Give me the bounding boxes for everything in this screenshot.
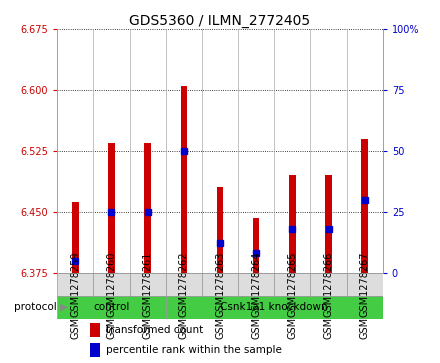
Text: GSM1278267: GSM1278267 (360, 252, 370, 317)
Text: GSM1278263: GSM1278263 (215, 274, 225, 339)
Text: GSM1278264: GSM1278264 (251, 252, 261, 317)
FancyBboxPatch shape (238, 273, 274, 296)
Text: control: control (93, 302, 130, 312)
FancyBboxPatch shape (311, 273, 347, 296)
Text: Csnk1a1 knockdown: Csnk1a1 knockdown (220, 302, 328, 312)
Text: GSM1278265: GSM1278265 (287, 274, 297, 339)
Bar (108, 143, 115, 273)
Bar (144, 143, 151, 273)
Text: GSM1278266: GSM1278266 (323, 274, 334, 339)
Text: GSM1278263: GSM1278263 (215, 252, 225, 317)
Text: GSM1278261: GSM1278261 (143, 252, 153, 317)
Text: GSM1278259: GSM1278259 (70, 252, 80, 317)
Text: GSM1278262: GSM1278262 (179, 274, 189, 339)
FancyBboxPatch shape (347, 273, 383, 296)
FancyBboxPatch shape (57, 296, 166, 319)
Text: transformed count: transformed count (106, 325, 203, 335)
Text: GSM1278260: GSM1278260 (106, 274, 117, 339)
FancyBboxPatch shape (166, 273, 202, 296)
Bar (325, 175, 332, 273)
FancyBboxPatch shape (129, 273, 166, 296)
Text: ▶: ▶ (57, 302, 68, 312)
Text: GSM1278265: GSM1278265 (287, 252, 297, 317)
Text: GSM1278260: GSM1278260 (106, 252, 117, 317)
Bar (361, 139, 368, 273)
Text: GSM1278266: GSM1278266 (323, 252, 334, 317)
Text: percentile rank within the sample: percentile rank within the sample (106, 346, 282, 355)
FancyBboxPatch shape (93, 273, 129, 296)
Text: GSM1278261: GSM1278261 (143, 274, 153, 339)
Bar (253, 218, 260, 273)
Bar (217, 187, 223, 273)
Text: GSM1278267: GSM1278267 (360, 274, 370, 339)
Bar (90, 323, 99, 337)
Bar (180, 86, 187, 273)
Text: GSM1278259: GSM1278259 (70, 274, 80, 339)
FancyBboxPatch shape (166, 296, 383, 319)
Bar (90, 343, 99, 357)
Text: GSM1278262: GSM1278262 (179, 252, 189, 317)
Bar (72, 202, 79, 273)
FancyBboxPatch shape (57, 273, 93, 296)
FancyBboxPatch shape (202, 273, 238, 296)
Text: protocol: protocol (15, 302, 57, 312)
Title: GDS5360 / ILMN_2772405: GDS5360 / ILMN_2772405 (129, 14, 311, 28)
Bar (289, 175, 296, 273)
FancyBboxPatch shape (274, 273, 311, 296)
Text: GSM1278264: GSM1278264 (251, 274, 261, 339)
